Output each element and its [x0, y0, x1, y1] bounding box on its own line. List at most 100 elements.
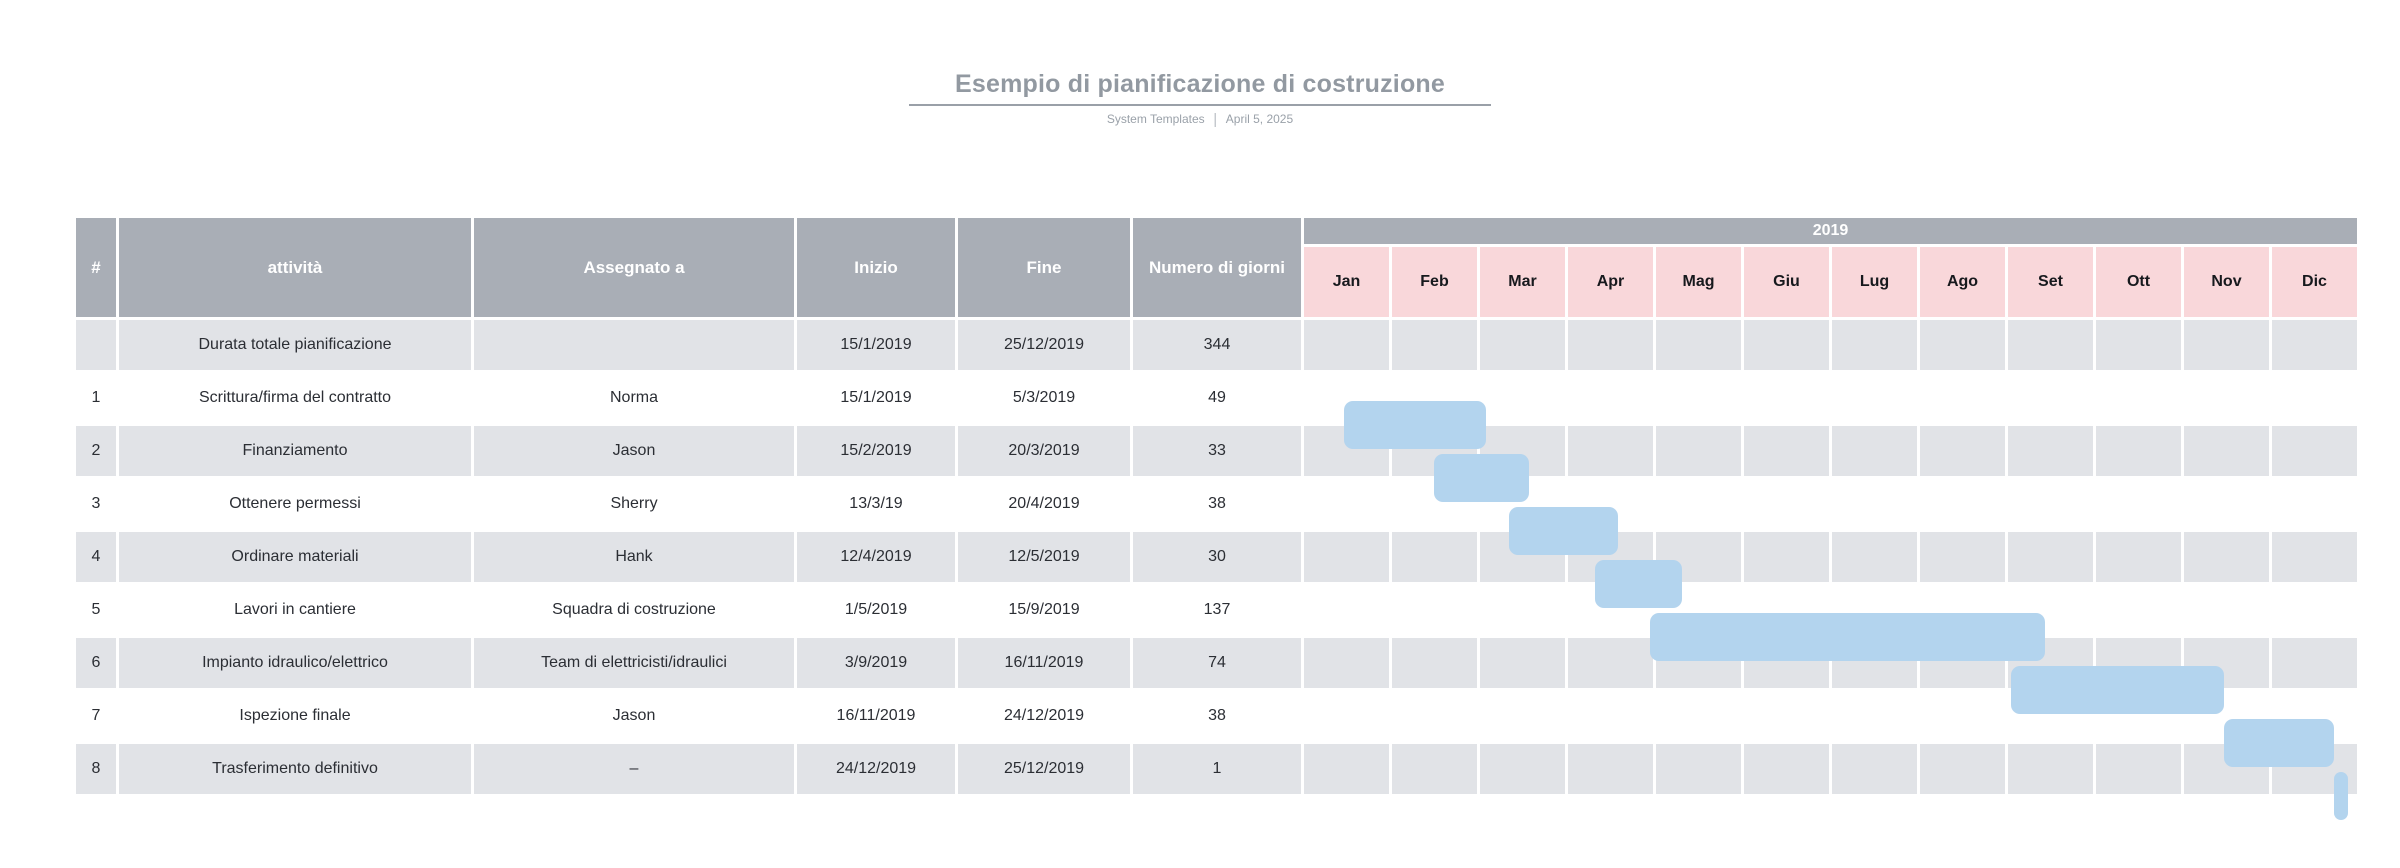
subtitle: System Templates | April 5, 2025	[0, 110, 2400, 128]
task-name: Finanziamento	[119, 426, 471, 476]
timeline-cell	[1568, 320, 1653, 370]
assignee: Norma	[474, 373, 794, 423]
timeline-cell	[1568, 373, 1653, 423]
month-header-cell: Feb	[1392, 247, 1477, 317]
title-block: Esempio di pianificazione di costruzione…	[0, 70, 2400, 128]
end-date: 24/12/2019	[958, 691, 1130, 741]
table-row: 3 Ottenere permessi Sherry 13/3/19 20/4/2019…	[76, 479, 2357, 529]
timeline-cell	[2184, 373, 2269, 423]
row-num	[76, 320, 116, 370]
timeline-cell	[2008, 320, 2093, 370]
col-header-task: attività	[119, 218, 471, 317]
end-date: 16/11/2019	[958, 638, 1130, 688]
start-date: 3/9/2019	[797, 638, 955, 688]
row-num: 1	[76, 373, 116, 423]
row-num: 5	[76, 585, 116, 635]
timeline-cell	[2184, 744, 2269, 794]
timeline-cell	[1920, 320, 2005, 370]
timeline-cell	[2008, 426, 2093, 476]
timeline-cell	[2184, 320, 2269, 370]
assignee: Sherry	[474, 479, 794, 529]
num-days: 30	[1133, 532, 1301, 582]
header-row-months: Jan Feb Mar Apr Mag Giu Lug Ago Set Ott Nov Dic	[76, 247, 2357, 317]
start-date: 13/3/19	[797, 479, 955, 529]
timeline-cell	[1920, 532, 2005, 582]
timeline-cell	[1744, 479, 1829, 529]
timeline-cell	[2272, 532, 2357, 582]
num-days: 38	[1133, 479, 1301, 529]
timeline-cell	[2272, 585, 2357, 635]
month-header-cell: Ott	[2096, 247, 2181, 317]
num-days: 49	[1133, 373, 1301, 423]
timeline-cell	[1304, 532, 1389, 582]
page-title: Esempio di pianificazione di costruzione	[908, 70, 1492, 106]
timeline-cell	[2096, 691, 2181, 741]
assignee: Team di elettricisti/idraulici	[474, 638, 794, 688]
month-header-cell: Apr	[1568, 247, 1653, 317]
timeline-cell	[1832, 744, 1917, 794]
timeline-cell	[1304, 585, 1389, 635]
assignee: Hank	[474, 532, 794, 582]
end-date: 25/12/2019	[958, 744, 1130, 794]
table-row: 8 Trasferimento definitivo –24/12/2019 25/1…	[76, 744, 2357, 794]
timeline-cell	[1568, 479, 1653, 529]
table-row: Durata totale pianificazione 15/1/2019 25/…	[76, 320, 2357, 370]
timeline-cell	[2008, 585, 2093, 635]
timeline-cell	[1392, 426, 1477, 476]
timeline-cell	[2184, 638, 2269, 688]
timeline-cell	[1304, 479, 1389, 529]
timeline-cell	[2008, 532, 2093, 582]
timeline-cell	[1568, 532, 1653, 582]
timeline-cell	[1304, 744, 1389, 794]
task-name: Lavori in cantiere	[119, 585, 471, 635]
timeline-cell	[1392, 373, 1477, 423]
subtitle-separator: |	[1213, 110, 1217, 128]
task-name: Durata totale pianificazione	[119, 320, 471, 370]
col-header-assignee: Assegnato a	[474, 218, 794, 317]
timeline-cell	[1920, 479, 2005, 529]
timeline-cell	[1832, 638, 1917, 688]
row-num: 3	[76, 479, 116, 529]
assignee	[474, 320, 794, 370]
col-header-days: Numero di giorni	[1133, 218, 1301, 317]
assignee: –	[474, 744, 794, 794]
num-days: 137	[1133, 585, 1301, 635]
timeline-cell	[1392, 691, 1477, 741]
table-row: 4 Ordinare materiali Hank 12/4/2019 12/5/201…	[76, 532, 2357, 582]
timeline-cell	[1392, 320, 1477, 370]
end-date: 5/3/2019	[958, 373, 1130, 423]
timeline-cell	[1568, 691, 1653, 741]
year-header: 2019	[1304, 218, 2357, 244]
timeline-cell	[1568, 585, 1653, 635]
row-num: 2	[76, 426, 116, 476]
timeline-cell	[1920, 585, 2005, 635]
row-num: 7	[76, 691, 116, 741]
timeline-cell	[1920, 426, 2005, 476]
timeline-cell	[2272, 426, 2357, 476]
num-days: 74	[1133, 638, 1301, 688]
timeline-cell	[1744, 585, 1829, 635]
timeline-cell	[1656, 638, 1741, 688]
timeline-cell	[1656, 320, 1741, 370]
timeline-cell	[2184, 691, 2269, 741]
timeline-cell	[1744, 638, 1829, 688]
timeline-cell	[1656, 479, 1741, 529]
timeline-cell	[1568, 426, 1653, 476]
timeline-cell	[1656, 585, 1741, 635]
start-date: 16/11/2019	[797, 691, 955, 741]
timeline-cell	[1568, 638, 1653, 688]
timeline-cell	[2096, 320, 2181, 370]
table-row: 6 Impianto idraulico/elettrico Team di ele…	[76, 638, 2357, 688]
month-header-cell: Dic	[2272, 247, 2357, 317]
month-header-cell: Nov	[2184, 247, 2269, 317]
task-name: Scrittura/firma del contratto	[119, 373, 471, 423]
timeline-cell	[1392, 638, 1477, 688]
start-date: 12/4/2019	[797, 532, 955, 582]
end-date: 15/9/2019	[958, 585, 1130, 635]
timeline-cell	[1832, 479, 1917, 529]
num-days: 1	[1133, 744, 1301, 794]
byline: System Templates	[1106, 112, 1205, 126]
timeline-cell	[1480, 638, 1565, 688]
timeline-cell	[1480, 373, 1565, 423]
timeline-cell	[1920, 744, 2005, 794]
